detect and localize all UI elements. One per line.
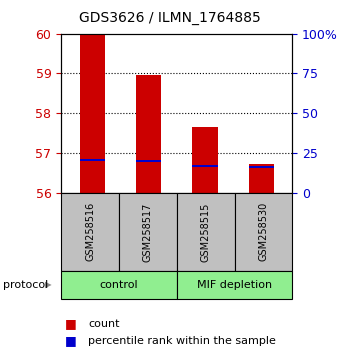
Bar [192,127,218,193]
Text: protocol: protocol [3,280,49,290]
Bar [80,159,105,161]
Bar [136,160,161,162]
Text: count: count [88,319,120,329]
Text: control: control [100,280,138,290]
Text: GSM258517: GSM258517 [143,202,153,262]
Text: percentile rank within the sample: percentile rank within the sample [88,336,276,346]
Bar [136,75,161,193]
Text: MIF depletion: MIF depletion [197,280,272,290]
Bar [192,165,218,167]
Text: GSM258515: GSM258515 [201,202,211,262]
Bar [249,166,274,168]
Bar [80,34,105,193]
Text: ■: ■ [65,334,76,347]
Text: GSM258516: GSM258516 [85,202,95,262]
Text: GDS3626 / ILMN_1764885: GDS3626 / ILMN_1764885 [79,11,261,25]
Text: ■: ■ [65,318,76,330]
Bar [249,164,274,193]
Text: GSM258530: GSM258530 [258,202,269,262]
